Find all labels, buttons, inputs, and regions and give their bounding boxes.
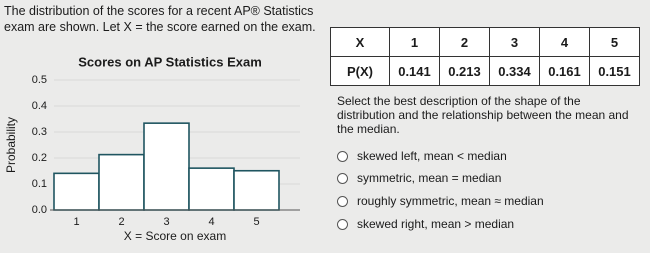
intro-text: The distribution of the scores for a rec… [4, 4, 316, 34]
option[interactable]: skewed left, mean < median [337, 149, 507, 163]
table-cell: 1 [389, 27, 440, 57]
question-text: Select the best description of the shape… [337, 94, 629, 136]
table-cell: 2 [439, 27, 490, 57]
option[interactable]: symmetric, mean = median [337, 171, 501, 185]
table-cell: X [330, 27, 390, 57]
table-cell: 4 [539, 27, 590, 57]
x-tick-label: 5 [253, 216, 259, 228]
x-tick-label: 3 [163, 216, 169, 228]
table-cell: 0.151 [589, 56, 640, 86]
x-tick-label: 2 [118, 216, 124, 228]
table-cell: P(X) [330, 56, 390, 86]
bar [143, 122, 190, 211]
x-tick-label: 1 [73, 216, 79, 228]
radio-button[interactable] [337, 150, 348, 162]
option[interactable]: skewed right, mean > median [337, 217, 514, 231]
bar [98, 153, 145, 211]
table-cell: 0.141 [389, 56, 440, 86]
y-tick-label: 0.5 [32, 74, 47, 86]
y-tick-label: 0.2 [32, 152, 47, 164]
bar [188, 167, 235, 211]
y-tick-label: 0.1 [32, 178, 47, 190]
option-label: skewed right, mean > median [357, 217, 515, 231]
table-cell: 0.213 [439, 56, 490, 86]
y-tick-label: 0.4 [32, 100, 47, 112]
option[interactable]: roughly symmetric, mean ≈ median [337, 194, 544, 208]
chart-title: Scores on AP Statistics Exam [78, 54, 262, 69]
x-tick-label: 4 [208, 216, 214, 228]
option-label: roughly symmetric, mean ≈ median [357, 194, 544, 208]
y-tick-label: 0.3 [32, 126, 47, 138]
chart: Scores on AP Statistics Exam Probability X… [4, 54, 300, 243]
table-row: P(X) 0.141 0.213 0.334 0.161 0.151 [330, 56, 640, 86]
option-label: symmetric, mean = median [357, 171, 502, 185]
table-cell: 3 [489, 27, 540, 57]
option-label: skewed left, mean < median [357, 149, 507, 163]
bar [233, 169, 280, 211]
radio-button[interactable] [337, 195, 348, 207]
table-row: X 1 2 3 4 5 [330, 27, 640, 57]
radio-button[interactable] [337, 172, 348, 184]
radio-button[interactable] [337, 218, 348, 230]
table-cell: 0.334 [489, 56, 540, 86]
x-axis-label: X = Score on exam [124, 229, 226, 243]
y-axis-label: Probability [4, 117, 18, 173]
probability-table: X 1 2 3 4 5 P(X) 0.141 0.213 0.334 0.161… [330, 27, 640, 86]
bar [53, 172, 100, 211]
table-cell: 0.161 [539, 56, 590, 86]
y-tick-label: 0.0 [32, 204, 47, 216]
table-cell: 5 [589, 27, 640, 57]
